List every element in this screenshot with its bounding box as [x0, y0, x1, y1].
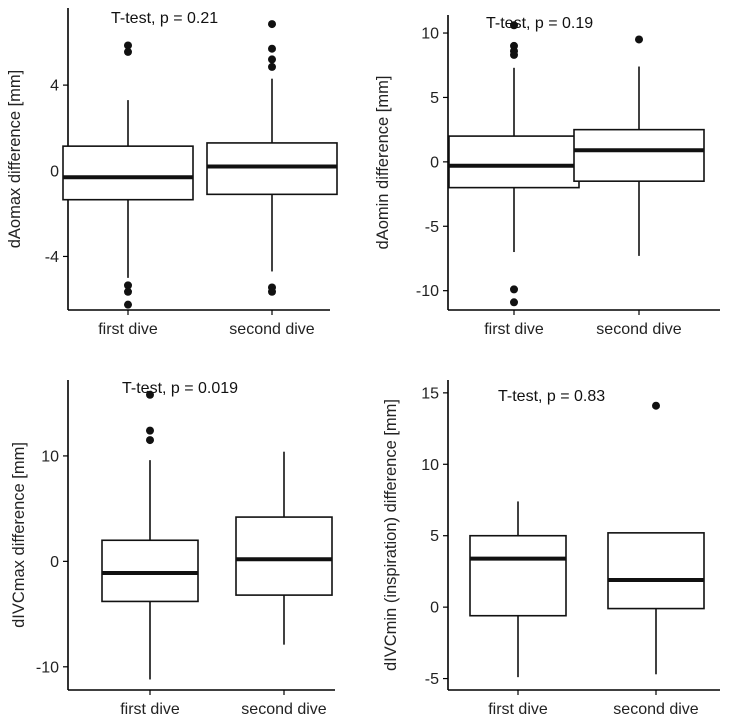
outlier-point — [268, 44, 276, 53]
box-second-dive — [206, 20, 338, 296]
iqr-box — [573, 128, 705, 182]
y-tick-label: 10 — [421, 457, 439, 474]
outlier-point — [510, 285, 518, 294]
y-tick-label: 5 — [430, 528, 439, 545]
box-first-dive — [62, 41, 194, 309]
iqr-box — [448, 135, 580, 189]
chart-panel-3: -10 0 10 first dive second dive dIVCmax diffe… — [10, 380, 335, 718]
box-first-dive — [101, 390, 199, 680]
y-axis-title: dIVCmax difference [mm] — [10, 442, 28, 628]
iqr-box — [206, 142, 338, 196]
chart-panel-1: -4 0 4 first dive second dive dAomax differen… — [6, 8, 338, 338]
outlier-point — [510, 50, 518, 59]
y-tick-label: -5 — [425, 671, 439, 688]
box-second-dive — [235, 451, 333, 645]
outlier-point — [268, 55, 276, 64]
y-tick-label: 0 — [50, 554, 59, 571]
outlier-point — [268, 62, 276, 71]
y-tick-label: -5 — [425, 219, 439, 236]
chart-panel-2: -10 -5 0 5 10 first dive second dive dAomin dif… — [374, 15, 720, 338]
outlier-point — [124, 287, 132, 296]
outlier-point — [146, 426, 154, 435]
outlier-point — [510, 21, 518, 30]
y-tick-label: -10 — [416, 283, 439, 300]
iqr-box — [101, 539, 199, 603]
outlier-point — [652, 401, 660, 410]
outlier-point — [124, 41, 132, 50]
x-tick-label: second dive — [229, 321, 314, 338]
y-tick-label: 0 — [430, 600, 439, 617]
y-tick-label: 0 — [430, 154, 439, 171]
outlier-point — [124, 281, 132, 290]
y-axis-title: dAomax difference [mm] — [6, 70, 24, 249]
x-tick-label: first dive — [488, 701, 548, 718]
x-tick-label: second dive — [241, 701, 326, 718]
iqr-box — [235, 516, 333, 596]
outlier-point — [146, 436, 154, 445]
y-tick-label: 4 — [50, 78, 59, 95]
outlier-point — [268, 20, 276, 29]
outlier-point — [635, 35, 643, 44]
ttest-annotation: T-test, p = 0.19 — [486, 15, 593, 32]
outlier-point — [510, 298, 518, 307]
y-tick-label: -10 — [36, 659, 59, 676]
box-first-dive — [448, 21, 580, 307]
y-axis-title: dIVCmin (inspiration) difference [mm] — [382, 399, 400, 671]
x-tick-label: second dive — [596, 321, 681, 338]
y-tick-label: 10 — [41, 448, 59, 465]
outlier-point — [268, 287, 276, 296]
y-tick-label: 10 — [421, 26, 439, 43]
x-tick-label: first dive — [98, 321, 158, 338]
y-axis-title: dAomin difference [mm] — [374, 76, 392, 250]
chart-panel-4: -5 0 5 10 15 first dive second dive dIVCmin (in… — [382, 380, 720, 718]
outlier-point — [146, 390, 154, 399]
x-tick-label: first dive — [120, 701, 180, 718]
ttest-annotation: T-test, p = 0.019 — [122, 380, 238, 397]
box-second-dive — [607, 401, 705, 675]
iqr-box — [469, 534, 567, 617]
box-second-dive — [573, 35, 705, 256]
box-first-dive — [469, 501, 567, 678]
x-tick-label: second dive — [613, 701, 698, 718]
y-tick-label: 5 — [430, 90, 439, 107]
iqr-box — [607, 532, 705, 610]
outlier-point — [124, 300, 132, 309]
ttest-annotation: T-test, p = 0.21 — [111, 10, 218, 27]
y-tick-label: 0 — [50, 163, 59, 180]
iqr-box — [62, 145, 194, 201]
x-tick-label: first dive — [484, 321, 544, 338]
y-tick-label: 15 — [421, 385, 439, 402]
outlier-point — [124, 47, 132, 56]
ttest-annotation: T-test, p = 0.83 — [498, 388, 605, 405]
y-tick-label: -4 — [45, 249, 59, 266]
